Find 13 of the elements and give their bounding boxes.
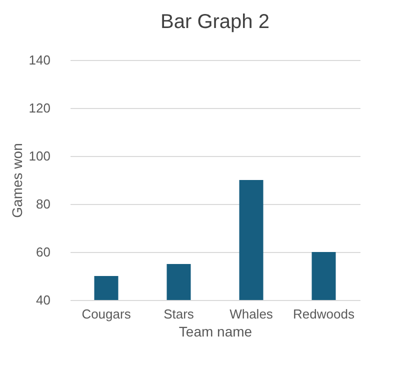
y-tick-label: 40 — [36, 292, 50, 308]
y-tick-label: 120 — [28, 100, 50, 116]
y-axis-title: Games won — [8, 143, 25, 218]
x-tick-label: Whales — [230, 306, 274, 322]
y-tick-label: 60 — [36, 244, 50, 260]
x-tick-label: Stars — [164, 306, 194, 322]
x-axis-title: Team name — [178, 324, 252, 340]
y-tick-label: 140 — [28, 52, 50, 68]
y-tick-label: 80 — [36, 196, 50, 212]
y-tick-label: 100 — [28, 148, 50, 164]
x-tick-label: Cougars — [82, 306, 132, 322]
chart-title: Bar Graph 2 — [160, 11, 270, 33]
x-tick-label: Redwoods — [293, 306, 355, 322]
